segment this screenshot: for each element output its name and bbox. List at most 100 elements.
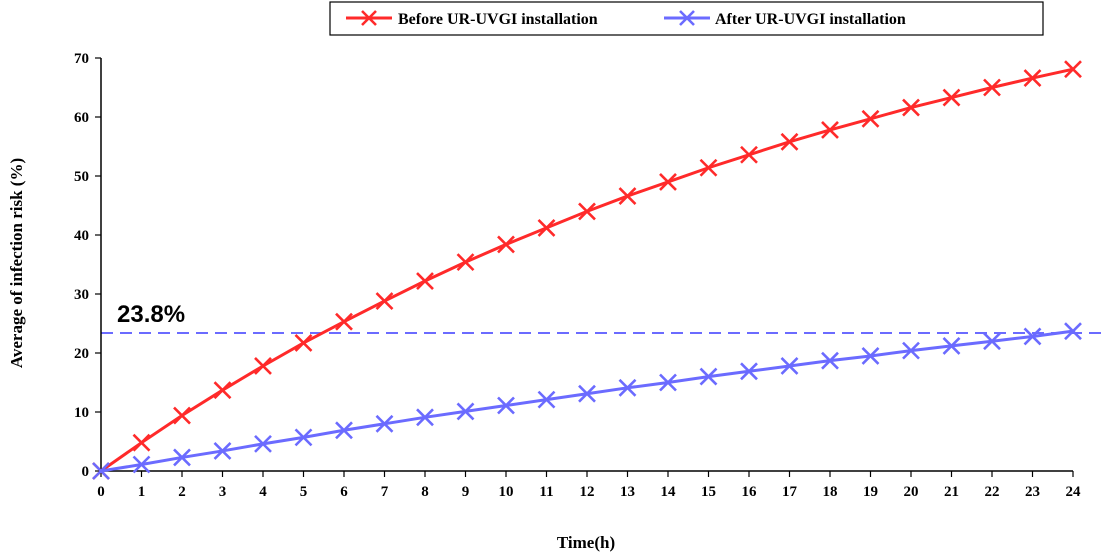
marker-stroke — [335, 312, 353, 331]
x-tick-label: 0 — [97, 484, 105, 500]
data-point-0 — [983, 78, 1001, 97]
marker-stroke — [861, 347, 880, 365]
marker-stroke — [132, 455, 151, 474]
data-point-0 — [861, 109, 880, 128]
marker-stroke — [821, 351, 839, 370]
data-point-1 — [416, 408, 434, 427]
x-tick-label: 6 — [340, 484, 348, 500]
data-point-1 — [1023, 327, 1042, 346]
marker-stroke — [861, 109, 880, 128]
legend: Before UR-UVGI installation After UR-UVG… — [329, 1, 1044, 36]
x-tick-label: 3 — [219, 484, 227, 500]
x-tick-label: 20 — [904, 484, 919, 500]
data-point-0 — [618, 187, 637, 205]
y-tick-label: 60 — [74, 110, 89, 126]
legend-marker-1 — [679, 10, 695, 26]
marker-stroke — [821, 121, 839, 139]
x-tick-label: 18 — [823, 484, 838, 500]
marker-stroke — [983, 78, 1001, 97]
marker-stroke — [659, 172, 677, 191]
marker-stroke — [618, 187, 637, 205]
y-tick-label: 30 — [74, 287, 89, 303]
marker-stroke — [92, 462, 110, 480]
legend-label-after: After UR-UVGI installation — [715, 11, 906, 28]
data-point-0 — [335, 312, 353, 331]
marker-stroke — [942, 88, 961, 107]
legend-items — [346, 10, 710, 26]
series-group — [92, 60, 1082, 480]
y-tick-label: 50 — [74, 169, 89, 185]
data-point-0 — [902, 98, 920, 117]
data-point-1 — [92, 462, 110, 480]
marker-stroke — [740, 362, 758, 381]
data-point-0 — [780, 132, 799, 151]
data-point-1 — [942, 337, 961, 355]
data-point-1 — [173, 448, 191, 467]
marker-stroke — [679, 10, 695, 26]
marker-stroke — [902, 98, 920, 117]
marker-stroke — [213, 381, 232, 400]
data-point-0 — [1023, 69, 1042, 87]
x-axis-title: Time(h) — [557, 533, 615, 552]
data-point-1 — [740, 362, 758, 381]
marker-stroke — [537, 219, 556, 237]
data-point-0 — [740, 145, 758, 164]
data-point-0 — [942, 88, 961, 107]
data-point-1 — [983, 332, 1001, 351]
marker-stroke — [578, 384, 596, 403]
data-point-0 — [375, 292, 394, 310]
marker-stroke — [456, 253, 475, 272]
data-point-0 — [254, 357, 272, 375]
data-point-0 — [537, 219, 556, 237]
marker-stroke — [173, 406, 191, 425]
x-tick-label: 15 — [701, 484, 716, 500]
marker-stroke — [942, 337, 961, 355]
marker-stroke — [902, 341, 920, 360]
marker-stroke — [1064, 60, 1082, 79]
data-point-0 — [1064, 60, 1082, 79]
data-point-0 — [659, 172, 677, 191]
data-point-1 — [335, 421, 353, 440]
marker-stroke — [983, 332, 1001, 351]
data-point-1 — [456, 402, 475, 421]
x-tick-label: 19 — [863, 484, 878, 500]
data-point-1 — [578, 384, 596, 403]
marker-stroke — [375, 414, 394, 433]
reference-label: 23.8% — [117, 301, 185, 328]
data-point-1 — [294, 428, 313, 447]
data-point-1 — [497, 396, 515, 415]
data-point-0 — [821, 121, 839, 139]
y-tick-label: 0 — [82, 464, 90, 480]
x-tick-label: 7 — [381, 484, 389, 500]
marker-stroke — [740, 145, 758, 164]
marker-stroke — [173, 448, 191, 467]
x-tick-label: 16 — [742, 484, 758, 500]
series-line-0 — [100, 67, 1074, 473]
data-point-1 — [821, 351, 839, 370]
legend-marker-0 — [361, 10, 377, 26]
marker-stroke — [132, 433, 151, 452]
y-tick-label: 70 — [74, 51, 89, 67]
x-tick-label: 12 — [580, 484, 595, 500]
x-tick-label: 24 — [1066, 484, 1082, 500]
data-point-1 — [1064, 322, 1082, 341]
x-tick-label: 23 — [1025, 484, 1040, 500]
x-tick-label: 11 — [539, 484, 553, 500]
marker-stroke — [497, 396, 515, 415]
data-point-1 — [861, 347, 880, 365]
x-tick-label: 2 — [178, 484, 186, 500]
data-point-1 — [902, 341, 920, 360]
data-point-0 — [699, 158, 718, 177]
data-point-1 — [213, 442, 232, 460]
y-tick-label: 10 — [74, 405, 89, 421]
marker-stroke — [375, 292, 394, 310]
marker-stroke — [1023, 327, 1042, 346]
x-tick-label: 22 — [985, 484, 1000, 500]
y-tick-label: 20 — [74, 346, 89, 362]
data-point-1 — [254, 434, 272, 453]
data-point-1 — [618, 378, 637, 397]
x-tick-label: 21 — [944, 484, 959, 500]
marker-stroke — [780, 357, 799, 375]
data-point-0 — [578, 202, 596, 221]
